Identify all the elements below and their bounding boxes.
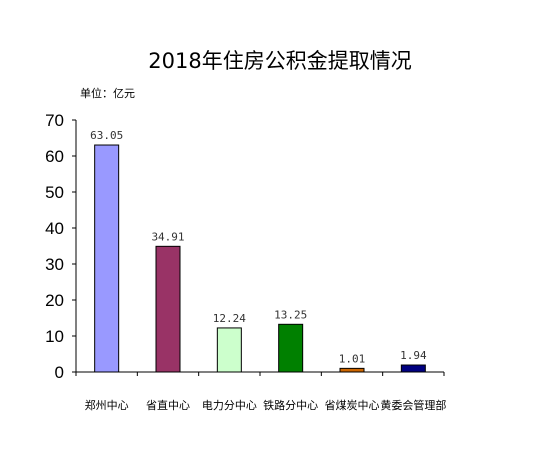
chart-title: 2018年住房公积金提取情况 bbox=[148, 49, 411, 73]
bar bbox=[155, 245, 181, 373]
bar bbox=[216, 327, 242, 373]
bar bbox=[94, 144, 120, 373]
data-label: 12.24 bbox=[213, 312, 246, 325]
y-tick-label: 70 bbox=[45, 111, 64, 130]
y-tick-label: 0 bbox=[55, 363, 64, 382]
x-tick-label: 铁路分中心 bbox=[263, 399, 318, 412]
y-tick-label: 10 bbox=[45, 327, 64, 346]
data-label: 63.05 bbox=[90, 129, 123, 142]
y-tick-label: 50 bbox=[45, 183, 64, 202]
x-tick-label: 黄委会管理部 bbox=[380, 398, 446, 412]
unit-label: 单位：亿元 bbox=[80, 86, 135, 100]
data-labels: 63.05 郑州中心 34.91 省直中心 12.24 电力分中心 13.25 铁路分中心 1.… bbox=[85, 129, 447, 412]
x-tick-label: 省直中心 bbox=[146, 398, 190, 412]
axes: 0 10 20 30 40 50 60 70 bbox=[45, 111, 445, 382]
data-label: 34.91 bbox=[151, 230, 184, 243]
x-tick-label: 郑州中心 bbox=[85, 398, 129, 412]
bar bbox=[339, 367, 365, 373]
x-tick-label: 省煤炭中心 bbox=[325, 399, 380, 412]
y-tick-label: 40 bbox=[45, 219, 64, 238]
data-label: 1.94 bbox=[400, 349, 427, 362]
bars bbox=[94, 144, 426, 373]
y-tick-label: 60 bbox=[45, 147, 64, 166]
bar bbox=[278, 323, 304, 373]
y-tick-label: 30 bbox=[45, 255, 64, 274]
data-label: 13.25 bbox=[274, 308, 307, 321]
bar bbox=[400, 364, 426, 373]
x-tick-label: 电力分中心 bbox=[202, 399, 257, 412]
data-label: 1.01 bbox=[339, 352, 366, 365]
y-tick-label: 20 bbox=[45, 291, 64, 310]
